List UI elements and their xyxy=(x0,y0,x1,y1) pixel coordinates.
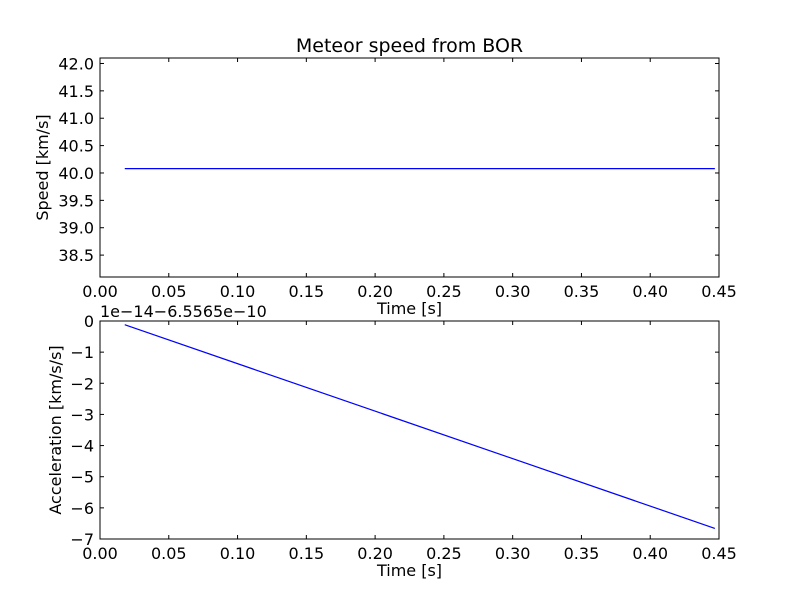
x-tick-label: 0.30 xyxy=(495,282,531,301)
y-tick-label: −1 xyxy=(70,343,94,362)
x-tick-label: 0.25 xyxy=(426,282,462,301)
speed-panel: 0.00 0.05 0.10 0.15 0.20 0.25 0.30 0.35 0.40 0.45… xyxy=(33,35,737,318)
y-axis-offset-text: 1e−14−6.5565e−10 xyxy=(100,302,267,321)
y-tick-label: −4 xyxy=(70,437,94,456)
y-tick-label: 41.0 xyxy=(58,109,94,128)
chart-title: Meteor speed from BOR xyxy=(296,35,523,57)
y-axis-label: Speed [km/s] xyxy=(33,114,52,220)
x-tick-label: 0.35 xyxy=(564,544,600,563)
y-tick-label: 40.5 xyxy=(58,137,94,156)
y-tick-label: 41.5 xyxy=(58,82,94,101)
x-tick-label: 0.40 xyxy=(632,544,668,563)
x-axis-label: Time [s] xyxy=(376,299,442,318)
series-line xyxy=(124,324,716,529)
plot-frame xyxy=(99,57,720,278)
y-tick-label: −2 xyxy=(70,374,94,393)
x-tick-label: 0.45 xyxy=(701,544,737,563)
x-axis-label: Time [s] xyxy=(376,561,442,580)
x-tick-label: 0.00 xyxy=(82,282,118,301)
x-tick-label: 0.20 xyxy=(357,544,393,563)
y-tick-label: 39.0 xyxy=(58,219,94,238)
acceleration-panel: 0.00 0.05 0.10 0.15 0.20 0.25 0.30 0.35 0.40 0.45… xyxy=(46,302,737,580)
y-tick-label: −5 xyxy=(70,468,94,487)
x-tick-label: 0.20 xyxy=(357,282,393,301)
x-tick-label: 0.15 xyxy=(289,282,325,301)
x-tick-label: 0.05 xyxy=(151,282,187,301)
y-tick-label: 0 xyxy=(84,312,94,331)
x-tick-label: 0.10 xyxy=(220,544,256,563)
y-tick-label: 40.0 xyxy=(58,164,94,183)
y-tick-label: 39.5 xyxy=(58,191,94,210)
plot-frame xyxy=(99,320,720,540)
y-axis-label: Acceleration [km/s/s] xyxy=(46,345,65,514)
x-tick-label: 0.40 xyxy=(632,282,668,301)
x-tick-label: 0.00 xyxy=(82,544,118,563)
x-tick-label: 0.10 xyxy=(220,282,256,301)
x-tick-label: 0.30 xyxy=(495,544,531,563)
x-tick-label: 0.45 xyxy=(701,282,737,301)
y-tick-label: 38.5 xyxy=(58,246,94,265)
y-tick-label: −7 xyxy=(70,530,94,549)
y-tick-label: −6 xyxy=(70,499,94,518)
x-tick-label: 0.25 xyxy=(426,544,462,563)
y-tick-label: −3 xyxy=(70,405,94,424)
x-tick-label: 0.05 xyxy=(151,544,187,563)
x-tick-label: 0.15 xyxy=(289,544,325,563)
x-tick-label: 0.35 xyxy=(564,282,600,301)
y-tick-label: 42.0 xyxy=(58,54,94,73)
